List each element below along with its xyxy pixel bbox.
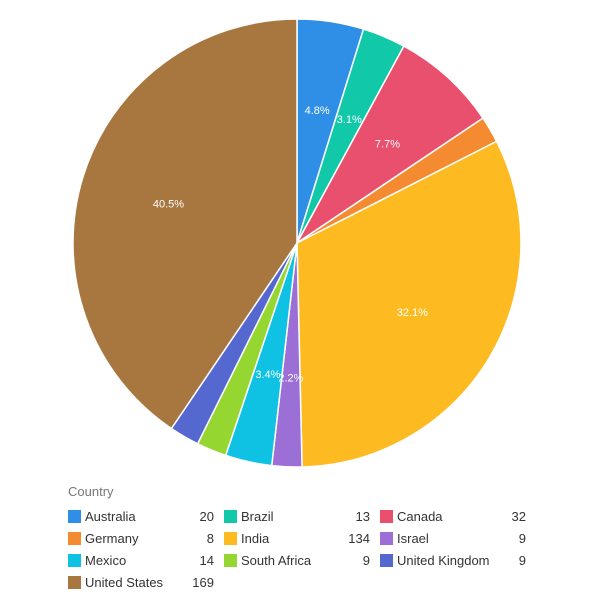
legend-item-mexico[interactable]: Mexico 14 — [68, 549, 214, 571]
pie-label-australia: 4.8% — [305, 105, 330, 117]
pie-chart: 4.8% 3.1% 7.7% 32.1% 2.2%3.4% 40.5% — [72, 18, 522, 468]
legend-item-germany[interactable]: Germany 8 — [68, 527, 214, 549]
legend-value: 9 — [362, 552, 370, 568]
legend-swatch — [224, 509, 237, 523]
legend-value: 32 — [511, 508, 526, 524]
legend-swatch — [380, 531, 393, 545]
legend-label: Brazil — [241, 508, 274, 524]
legend-item-united-states[interactable]: United States 169 — [68, 571, 214, 593]
legend-value: 14 — [199, 552, 214, 568]
legend-item-israel[interactable]: Israel 9 — [380, 527, 526, 549]
legend-label: Israel — [397, 530, 429, 546]
legend-item-brazil[interactable]: Brazil 13 — [224, 505, 370, 527]
legend-swatch — [380, 509, 393, 523]
pie-label-canada: 7.7% — [375, 139, 400, 151]
pie-slice-canada[interactable] — [296, 45, 484, 244]
legend-item-united-kingdom[interactable]: United Kingdom 9 — [380, 549, 526, 571]
legend-swatch — [68, 553, 81, 567]
pie-label-israel: 2.2% — [278, 372, 303, 384]
legend-gap — [214, 505, 224, 527]
pie-slice-india[interactable] — [296, 140, 522, 468]
legend: Country Australia 20 Brazil 13 Canada 32 Germa… — [68, 484, 538, 593]
legend-value: 20 — [199, 508, 214, 524]
legend-gap — [214, 527, 224, 549]
pie-label-brazil: 3.1% — [337, 114, 362, 126]
legend-label: Germany — [85, 530, 139, 546]
legend-label: India — [241, 530, 270, 546]
legend-swatch — [68, 509, 81, 523]
legend-value: 9 — [518, 530, 526, 546]
pie-slice-united-states[interactable] — [72, 18, 298, 430]
legend-swatch — [68, 575, 81, 589]
legend-label: South Africa — [241, 552, 312, 568]
legend-gap — [214, 549, 224, 571]
legend-value: 13 — [355, 508, 370, 524]
legend-swatch — [380, 553, 393, 567]
pie-label-mexico: 3.4% — [255, 369, 280, 381]
legend-title: Country — [68, 484, 114, 499]
pie-label-india: 32.1% — [397, 307, 428, 319]
legend-label: Mexico — [85, 552, 127, 568]
legend-label: Australia — [85, 508, 136, 524]
legend-value: 9 — [518, 552, 526, 568]
legend-item-canada[interactable]: Canada 32 — [380, 505, 526, 527]
legend-label: Canada — [397, 508, 443, 524]
legend-item-india[interactable]: India 134 — [224, 527, 370, 549]
legend-grid: Australia 20 Brazil 13 Canada 32 Germany 8 India… — [68, 505, 538, 593]
legend-item-australia[interactable]: Australia 20 — [68, 505, 214, 527]
legend-swatch — [224, 531, 237, 545]
legend-swatch — [68, 531, 81, 545]
legend-label: United Kingdom — [397, 552, 490, 568]
legend-value: 8 — [206, 530, 214, 546]
legend-label: United States — [85, 574, 164, 590]
legend-item-south-africa[interactable]: South Africa 9 — [224, 549, 370, 571]
pie-label-united-states: 40.5% — [153, 199, 184, 211]
legend-value: 169 — [192, 574, 214, 590]
legend-value: 134 — [348, 530, 370, 546]
legend-gap — [370, 549, 380, 571]
legend-gap — [370, 505, 380, 527]
legend-gap — [370, 527, 380, 549]
legend-swatch — [224, 553, 237, 567]
